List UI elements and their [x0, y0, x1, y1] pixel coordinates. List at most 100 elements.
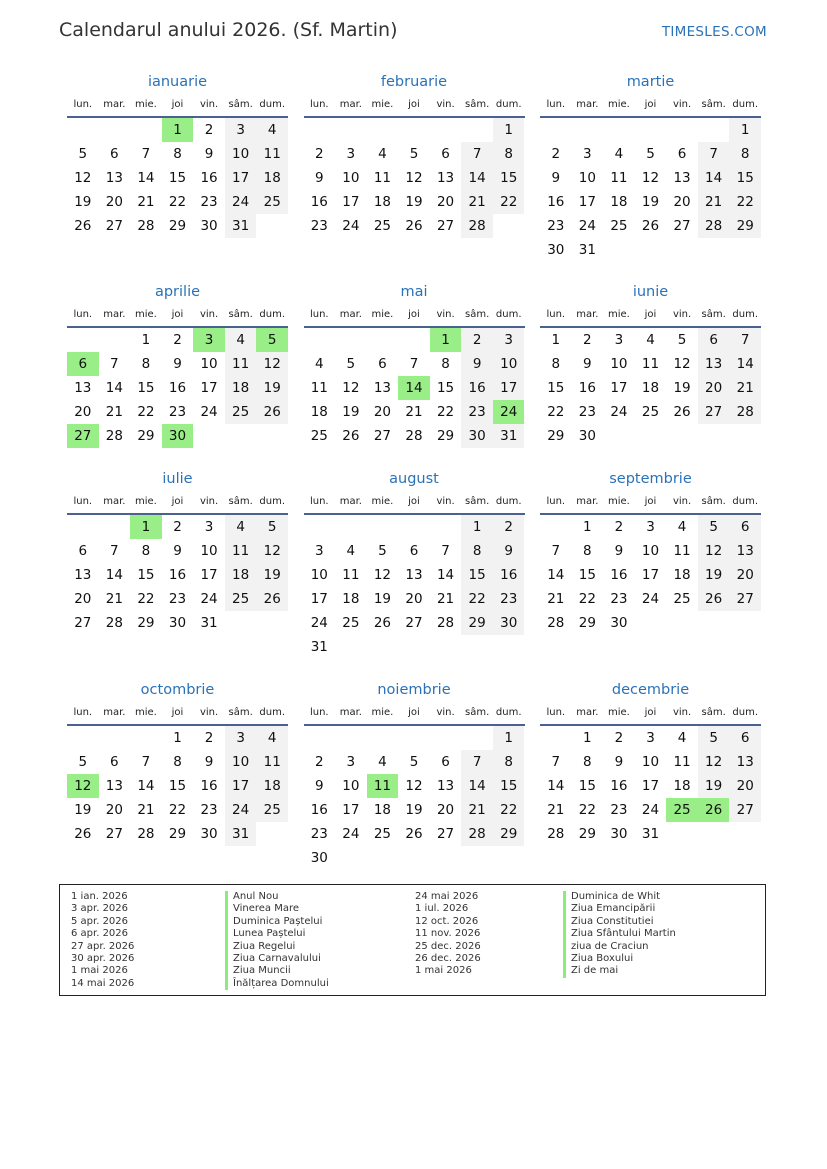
day-cell: 16: [200, 778, 218, 794]
legend-holiday-name: Zi de mai: [563, 965, 676, 978]
day-cell: 13: [697, 352, 730, 376]
weekday-label: dum.: [495, 99, 522, 110]
day-cell: 12: [342, 380, 360, 396]
legend-date: 5 apr. 2026: [71, 915, 129, 927]
day-cell: 6: [441, 754, 450, 770]
day-cell: 22: [436, 404, 455, 420]
empty-cell: [304, 328, 336, 352]
weekday-label: sâm.: [701, 707, 726, 718]
day-cell: 13: [436, 778, 455, 794]
day-cell: 19: [697, 563, 730, 587]
day-cell: 21: [137, 802, 155, 818]
day-cell: 3: [346, 146, 356, 162]
day-cell: 24: [224, 798, 257, 822]
empty-cell: [540, 118, 572, 142]
day-cell: 9: [614, 543, 624, 559]
day-cell: 26: [641, 218, 660, 234]
day-cell: 17: [224, 166, 257, 190]
day-cell: 10: [641, 754, 660, 770]
day-cell: 13: [74, 567, 92, 583]
day-cell: 11: [373, 170, 392, 186]
month-octombrie: octombrie lun. mar. mie. joi vin. sâm. dum. 1 2 3 4…: [67, 678, 288, 870]
holiday-day-cell: 6: [67, 352, 99, 376]
month-mai: mai lun. mar. mie. joi vin. sâm. dum. 1 2 3 4 5 6 7 8 9 1…: [303, 280, 525, 448]
holiday-day-cell: 11: [366, 774, 399, 798]
weekday-label: mie.: [371, 707, 394, 718]
day-cell: 5: [697, 726, 730, 750]
holiday-day-cell: 5: [256, 328, 288, 352]
legend-date: 12 oct. 2026: [415, 915, 479, 927]
day-cell: 25: [224, 400, 257, 424]
legend-holiday-name: Vinerea Mare: [225, 903, 329, 916]
day-cell: 7: [409, 356, 419, 372]
day-cell: 15: [436, 380, 455, 396]
weekday-label: joi: [644, 309, 657, 320]
day-cell: 9: [461, 352, 493, 376]
day-cell: 29: [578, 826, 596, 842]
day-cell: 21: [405, 404, 423, 420]
day-cell: 23: [168, 591, 187, 607]
day-cell: 22: [461, 587, 493, 611]
day-cell: 9: [314, 170, 324, 186]
weekday-label: mie.: [371, 99, 394, 110]
day-cell: 14: [137, 170, 155, 186]
legend-holiday-name: Duminica de Whit: [563, 891, 676, 904]
legend-holiday-name: Înălțarea Domnului: [225, 977, 329, 991]
weekday-label: dum.: [732, 309, 758, 320]
day-cell: 4: [378, 754, 387, 770]
empty-cell: [304, 726, 336, 750]
legend-date: 1 mai 2026: [415, 965, 472, 977]
day-cell: 4: [346, 543, 356, 559]
day-cell: 2: [204, 122, 214, 138]
day-cell: 27: [105, 218, 123, 234]
day-cell: 8: [583, 543, 592, 559]
day-cell: 20: [729, 563, 761, 587]
days-grid: 1 2 3 4 5 6 7 8 9 10 11 12 13 14 15 16 17 18 19 20 21 22 23 24 2…: [67, 118, 288, 238]
day-cell: 26: [74, 218, 92, 234]
day-cell: 21: [461, 798, 493, 822]
day-cell: 16: [168, 380, 187, 396]
day-cell: 5: [78, 146, 88, 162]
day-cell: 30: [168, 615, 187, 631]
weekday-label: mar.: [576, 707, 599, 718]
day-cell: 12: [74, 170, 92, 186]
weekday-label: joi: [408, 99, 420, 110]
day-cell: 28: [461, 822, 493, 846]
weekday-label: mie.: [134, 707, 157, 718]
day-cell: 7: [551, 543, 561, 559]
weekday-header: lun. mar. mie. joi vin. sâm. dum.: [540, 94, 761, 118]
day-cell: 4: [646, 332, 655, 348]
day-cell: 17: [224, 774, 257, 798]
day-cell: 3: [346, 754, 356, 770]
day-cell: 5: [346, 356, 356, 372]
legend-holiday-name: Ziua Muncii: [225, 965, 329, 978]
empty-cell: [67, 118, 99, 142]
empty-cell: [398, 726, 430, 750]
day-cell: 20: [105, 802, 123, 818]
legend-holiday-name: ziua de Craciun: [563, 940, 676, 954]
brand-link[interactable]: TIMESLES.COM: [661, 24, 767, 40]
day-cell: 19: [256, 376, 288, 400]
legend-names-right: Duminica de Whit Ziua Emancipării Ziua Con…: [563, 891, 676, 978]
holiday-day-cell: 25: [666, 798, 698, 822]
empty-cell: [430, 726, 462, 750]
legend-date: 1 iul. 2026: [415, 903, 469, 915]
day-cell: 6: [697, 328, 730, 352]
day-cell: 13: [373, 380, 392, 396]
day-cell: 26: [256, 400, 288, 424]
day-cell: 4: [378, 146, 387, 162]
day-cell: 21: [436, 591, 455, 607]
day-cell: 21: [137, 194, 155, 210]
day-cell: 21: [729, 376, 761, 400]
empty-cell: [430, 118, 462, 142]
day-cell: 8: [551, 356, 561, 372]
day-cell: 28: [137, 826, 155, 842]
holiday-day-cell: 30: [161, 424, 194, 448]
day-cell: 25: [224, 587, 257, 611]
empty-cell: [67, 726, 99, 750]
day-cell: 2: [583, 332, 592, 348]
day-cell: 13: [405, 567, 423, 583]
day-cell: 2: [173, 332, 182, 348]
day-cell: 8: [141, 543, 151, 559]
day-cell: 26: [405, 218, 423, 234]
